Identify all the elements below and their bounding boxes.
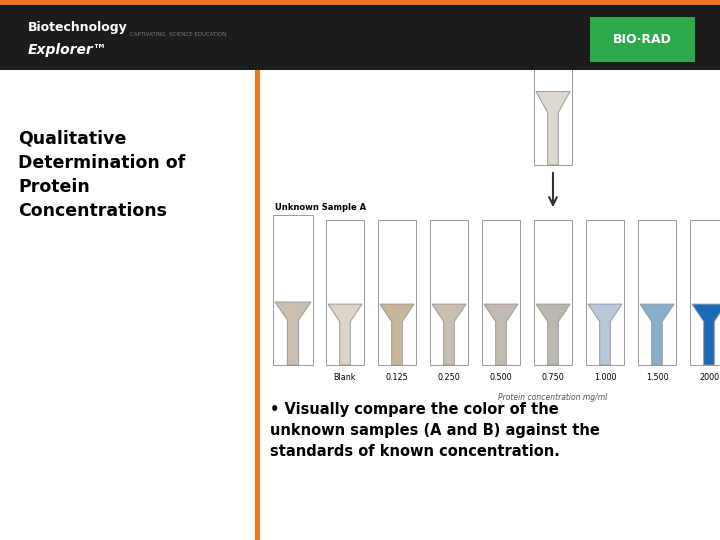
Bar — [638, 220, 676, 365]
Polygon shape — [640, 304, 674, 365]
Text: 0.125: 0.125 — [386, 373, 408, 382]
Polygon shape — [484, 304, 518, 365]
Polygon shape — [588, 304, 622, 365]
Text: 2000: 2000 — [699, 373, 719, 382]
Text: Unknown Sample A: Unknown Sample A — [275, 203, 366, 212]
Bar — [326, 220, 364, 365]
Text: 0.750: 0.750 — [541, 373, 564, 382]
Bar — [273, 215, 313, 365]
Text: 1.500: 1.500 — [646, 373, 668, 382]
Bar — [534, 220, 572, 365]
Polygon shape — [692, 304, 720, 365]
Bar — [586, 220, 624, 365]
Bar — [690, 220, 720, 365]
Text: Qualitative
Determination of
Protein
Concentrations: Qualitative Determination of Protein Con… — [18, 130, 185, 220]
Bar — [378, 220, 416, 365]
Bar — [482, 220, 520, 365]
Bar — [0, 0, 720, 70]
Polygon shape — [328, 304, 362, 365]
Polygon shape — [536, 304, 570, 365]
Text: 1.000: 1.000 — [594, 373, 616, 382]
Text: Biotechnology: Biotechnology — [28, 22, 127, 35]
Text: Explorer™: Explorer™ — [28, 43, 107, 57]
Text: • Visually compare the color of the
unknown samples (A and B) against the
standa: • Visually compare the color of the unkn… — [270, 402, 600, 460]
Text: CAPTIVATING  SCIENCE EDUCATION: CAPTIVATING SCIENCE EDUCATION — [130, 32, 226, 37]
Bar — [255, 70, 260, 540]
Text: 0.250: 0.250 — [438, 373, 460, 382]
Text: BIO·RAD: BIO·RAD — [613, 33, 672, 46]
Text: 0.500: 0.500 — [490, 373, 513, 382]
Bar — [0, 0, 720, 5]
Text: Blank: Blank — [334, 373, 356, 382]
Bar — [534, 0, 572, 165]
Bar — [590, 17, 695, 62]
Polygon shape — [432, 304, 466, 365]
Polygon shape — [380, 304, 414, 365]
Text: Protein concentration mg/ml: Protein concentration mg/ml — [498, 393, 608, 402]
Bar — [430, 220, 468, 365]
Polygon shape — [275, 302, 311, 365]
Polygon shape — [536, 91, 570, 165]
